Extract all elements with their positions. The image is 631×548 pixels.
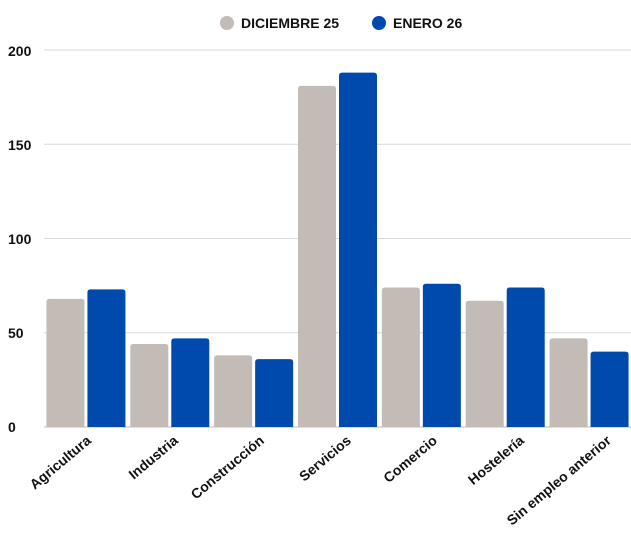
bar-agricultura-series-1[interactable] — [87, 289, 126, 427]
legend-item-series-1[interactable]: ENERO 26 — [372, 15, 462, 31]
bar-construcción-series-0[interactable] — [214, 355, 253, 427]
bar-servicios-series-1[interactable] — [339, 72, 377, 428]
x-tick-label: Construcción — [188, 432, 267, 502]
bar-industria-series-1[interactable] — [171, 338, 210, 427]
x-tick-label: Comercio — [380, 432, 440, 486]
y-tick-label: 50 — [8, 325, 24, 341]
bar-comercio-series-1[interactable] — [422, 283, 461, 427]
x-tick-label: Agricultura — [26, 432, 94, 492]
legend-marker-series-0 — [220, 16, 234, 30]
legend-item-series-0[interactable]: DICIEMBRE 25 — [220, 15, 339, 31]
bar-industria-series-0[interactable] — [130, 344, 169, 427]
legend-label-series-0: DICIEMBRE 25 — [241, 15, 339, 31]
bar-construcción-series-1[interactable] — [255, 359, 294, 427]
legend: DICIEMBRE 25 ENERO 26 — [220, 15, 462, 31]
bar-sin-empleo-anterior-series-0[interactable] — [549, 338, 588, 427]
x-axis: Agricultura Industria Construcción Servi… — [26, 432, 614, 529]
bar-agricultura-series-0[interactable] — [46, 298, 85, 427]
y-axis: 0 50 100 150 200 — [8, 43, 32, 435]
bar-sin-empleo-anterior-series-1[interactable] — [590, 351, 629, 427]
bar-hostelería-series-1[interactable] — [506, 287, 545, 427]
x-tick-label: Industria — [125, 432, 181, 482]
bar-servicios-series-0[interactable] — [298, 85, 336, 427]
bar-comercio-series-0[interactable] — [381, 287, 420, 427]
bar-hostelería-series-0[interactable] — [465, 300, 504, 427]
y-tick-label: 100 — [8, 231, 32, 247]
y-tick-label: 0 — [8, 419, 16, 435]
bars — [46, 72, 629, 428]
y-tick-label: 200 — [8, 43, 32, 59]
y-tick-label: 150 — [8, 137, 32, 153]
x-tick-label: Servicios — [296, 432, 354, 484]
legend-label-series-1: ENERO 26 — [393, 15, 462, 31]
legend-marker-series-1 — [372, 16, 386, 30]
x-tick-label: Hostelería — [465, 432, 527, 488]
